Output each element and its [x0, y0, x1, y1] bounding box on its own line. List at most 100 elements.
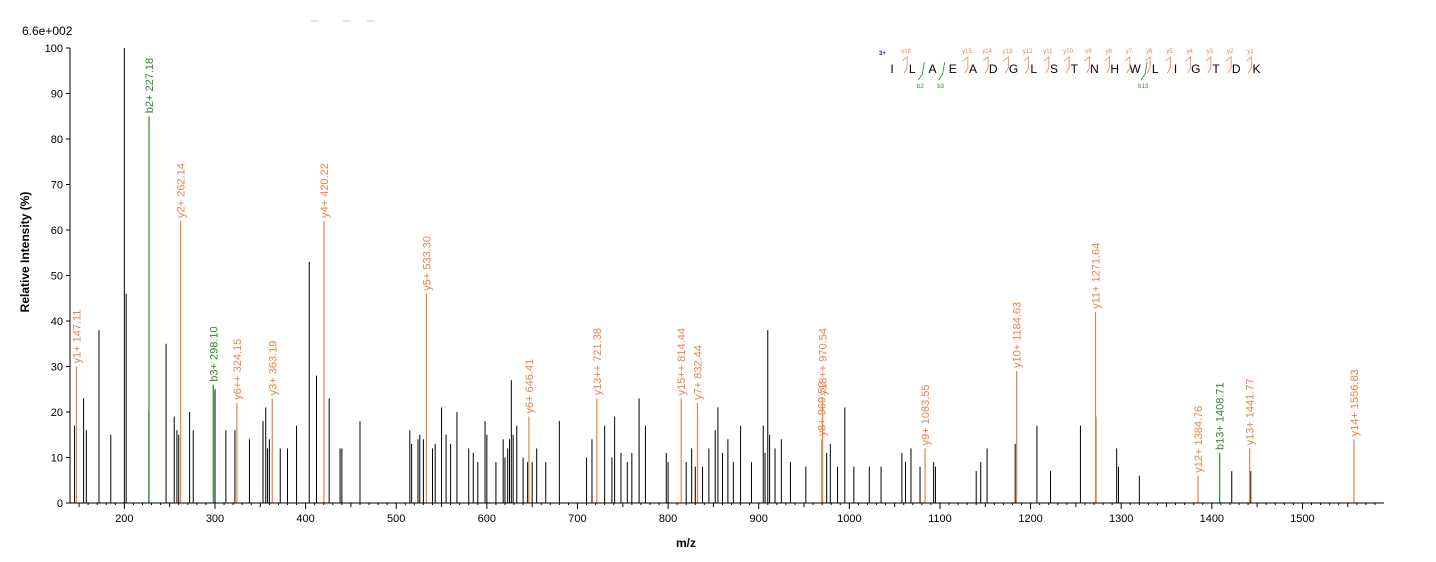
peak-label: y1+ 147.11 [71, 310, 83, 364]
y-tick-label: 90 [51, 89, 63, 101]
y-tick-label: 60 [51, 225, 63, 237]
x-tick-label: 600 [478, 513, 496, 525]
y-tick-label: 70 [51, 180, 63, 192]
peak-label: y13+ 1441.77 [1245, 378, 1257, 445]
x-tick-label: 1500 [1290, 513, 1314, 525]
y-ion-bracket [1225, 56, 1232, 74]
b-ion-bracket [1140, 61, 1148, 81]
sequence-residue: D [1232, 62, 1241, 76]
peak-label: b13+ 1408.71 [1215, 382, 1227, 450]
y-axis-label: Relative Intensity (%) [18, 192, 32, 313]
peak-label: y6++ 324.15 [232, 339, 244, 400]
y-tick-label: 10 [51, 453, 63, 465]
b-ion-label: b2 [917, 84, 924, 90]
y-ion-label: y5 [1166, 49, 1173, 55]
peak-label: y13++ 721.38 [592, 328, 604, 395]
sequence-residue: H [1110, 62, 1119, 76]
x-tick-label: 200 [115, 513, 133, 525]
y-ion-label: y8 [1105, 49, 1112, 55]
sequence-residue: A [969, 62, 977, 76]
y-ion-bracket [1023, 56, 1030, 74]
peak-label: y9+ 1083.55 [920, 385, 932, 446]
y-tick-label: 80 [51, 134, 63, 146]
y-ion-bracket [982, 56, 989, 74]
y-ion-label: y9 [1085, 49, 1092, 55]
x-axis-ticks: 200 300 400 500 600 700 800 900 1000 1100 1200 1300… [78, 503, 1376, 525]
y-tick-label: 20 [51, 407, 63, 419]
x-tick-label: 800 [659, 513, 677, 525]
peak-label: b2+ 227.18 [144, 58, 156, 113]
b-ion-bracket [918, 61, 925, 81]
peak-label: b3+ 298.10 [208, 326, 220, 381]
sequence-residue: A [928, 62, 936, 76]
y-tick-label: 50 [51, 271, 63, 283]
charge-state-label: 3+ [879, 51, 886, 57]
b-ion-label: b13 [1138, 84, 1149, 90]
y-ion-bracket [1185, 56, 1192, 74]
y-axis-ticks: 0 10 20 30 40 50 60 70 80 90 100 [45, 43, 70, 510]
peak-label: y4+ 420.22 [319, 163, 331, 218]
peak-label: y10+ 1184.63 [1012, 302, 1024, 368]
y-ion-label: y12 [1023, 49, 1033, 55]
peak-label: y3+ 363.19 [267, 341, 279, 396]
peak-label: y18++ 970.54 [818, 328, 830, 395]
peak-label: y15++ 814.44 [676, 328, 688, 395]
x-tick-label: 1100 [928, 513, 952, 525]
sequence-residue: G [1009, 62, 1018, 76]
x-tick-label: 300 [206, 513, 224, 525]
x-tick-label: 1200 [1018, 513, 1042, 525]
y-ion-bracket [901, 56, 908, 74]
y-ion-label: y7 [1126, 49, 1133, 55]
y-ion-bracket [1084, 56, 1090, 74]
y-ion-label: y6 [1146, 49, 1153, 55]
y-ion-label: y14 [982, 49, 992, 55]
y-ion-label: y4 [1186, 49, 1193, 55]
sequence-residue: K [1252, 62, 1260, 76]
b-ion-label: b3 [937, 84, 944, 90]
y-ion-label: y10 [1063, 49, 1073, 55]
sequence-residue: I [890, 62, 893, 76]
sequence-residue: L [1030, 62, 1037, 76]
sequence-residue: S [1050, 62, 1058, 76]
y-ion-label: y13 [1003, 49, 1013, 55]
x-axis-label: m/z [676, 536, 696, 550]
y-tick-label: 0 [57, 498, 63, 510]
y-ion-bracket [1165, 56, 1171, 74]
y-ion-bracket [1063, 56, 1070, 74]
peak-label: y2+ 262.14 [176, 163, 188, 218]
b-ion-bracket [938, 61, 946, 81]
x-tick-label: 500 [387, 513, 405, 525]
y-tick-label: 30 [51, 362, 63, 374]
peak-label: y5+ 533.30 [421, 236, 433, 291]
sequence-residue: G [1191, 62, 1200, 76]
sequence-residue: E [949, 62, 957, 76]
peak-label: y14+ 1556.83 [1349, 369, 1361, 436]
y-tick-label: 100 [45, 43, 63, 55]
sequence-residue: T [1212, 62, 1220, 76]
sequence-residue: L [1152, 62, 1159, 76]
y-ion-bracket [962, 56, 969, 74]
y-ion-label: y18 [901, 49, 911, 55]
x-tick-label: 1000 [837, 513, 861, 525]
y-tick-label: 40 [51, 316, 63, 328]
peak-label: y12+ 1384.76 [1193, 406, 1205, 473]
y-ion-label: y11 [1043, 49, 1053, 55]
sequence-residue: D [989, 62, 998, 76]
x-tick-label: 900 [750, 513, 768, 525]
y-ion-label: y15 [962, 49, 972, 55]
sequence-residue: L [909, 62, 916, 76]
peak-label: y11+ 1271.64 [1091, 243, 1103, 309]
peak-label: y7+ 832.44 [692, 345, 704, 400]
annotated-peaks: y1+ 147.11 b2+ 227.18 y2+ 262.14 b3+ 298.10… [71, 58, 1361, 503]
y-ion-bracket [1124, 56, 1131, 74]
x-tick-label: 1400 [1200, 513, 1224, 525]
y-ion-bracket [1246, 56, 1252, 74]
sequence-residue: W [1129, 62, 1141, 76]
sequence-residue: T [1071, 62, 1079, 76]
sequence-residue: N [1090, 62, 1099, 76]
y-ion-label: y3 [1207, 49, 1214, 55]
y-ion-bracket [1144, 56, 1151, 74]
y-ion-label: y2 [1227, 49, 1234, 55]
